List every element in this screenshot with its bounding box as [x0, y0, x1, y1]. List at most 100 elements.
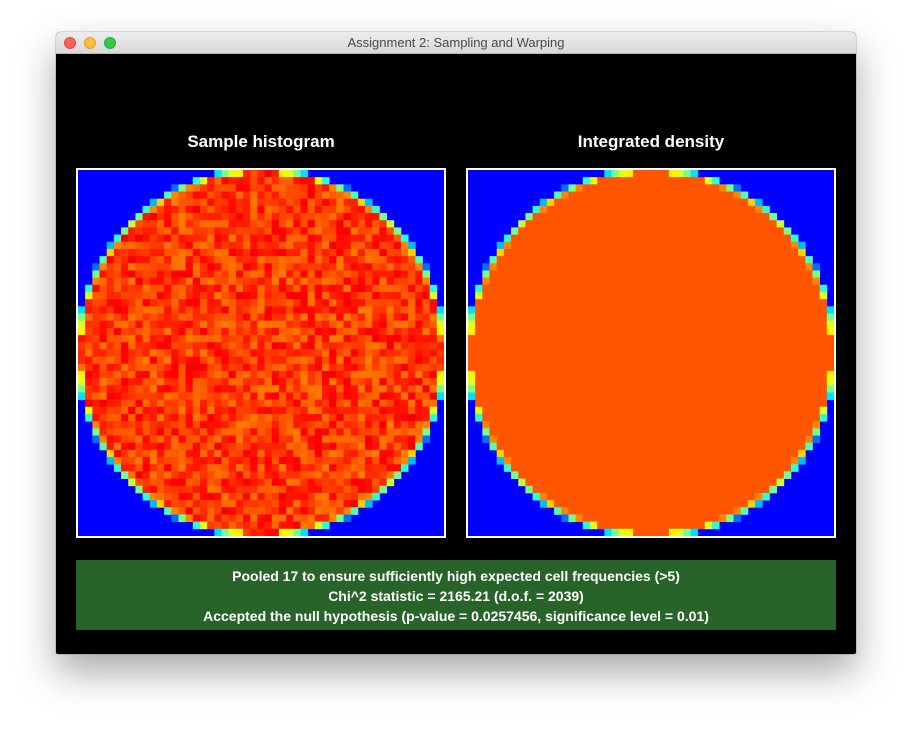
heatmap-cell	[243, 205, 251, 214]
heatmap-cell	[747, 213, 756, 221]
heatmap-cell	[408, 363, 416, 372]
heatmap-cell	[482, 435, 490, 444]
heatmap-cell	[697, 514, 706, 523]
heatmap-cell	[113, 399, 122, 408]
heatmap-cell	[590, 284, 598, 293]
heatmap-cell	[214, 191, 222, 200]
heatmap-cell	[171, 313, 179, 322]
heatmap-cell	[726, 406, 734, 415]
heatmap-cell	[106, 248, 115, 257]
heatmap-cell	[496, 363, 505, 372]
heatmap-cell	[135, 277, 143, 286]
heatmap-cell	[805, 385, 813, 393]
heatmap-cell	[135, 342, 143, 350]
heatmap-cell	[776, 363, 785, 372]
heatmap-cell	[561, 277, 569, 286]
heatmap-cell	[257, 507, 265, 515]
heatmap-cell	[712, 205, 720, 214]
heatmap-cell	[712, 399, 720, 408]
heatmap-cell	[185, 299, 194, 307]
heatmap-cell	[740, 392, 749, 401]
heatmap-cell	[482, 292, 490, 300]
heatmap-cell	[156, 492, 165, 501]
heatmap-cell	[293, 292, 301, 300]
heatmap-cell	[503, 435, 512, 444]
heatmap-cell	[561, 227, 569, 235]
heatmap-cell	[214, 184, 222, 192]
heatmap-cell	[178, 191, 187, 200]
heatmap-cell	[243, 442, 251, 451]
heatmap-cell	[243, 213, 251, 221]
heatmap-cell	[329, 478, 337, 487]
heatmap-cell	[185, 370, 194, 379]
heatmap-cell	[386, 234, 395, 243]
heatmap-cell	[812, 421, 821, 429]
heatmap-cell	[372, 385, 380, 393]
heatmap-cell	[525, 370, 533, 379]
title-bar[interactable]: Assignment 2: Sampling and Warping	[56, 32, 856, 54]
heatmap-cell	[561, 191, 569, 200]
heatmap-cell	[604, 442, 612, 451]
close-button[interactable]	[64, 37, 76, 49]
heatmap-cell	[704, 248, 713, 257]
heatmap-cell	[415, 442, 423, 451]
heatmap-cell	[257, 263, 265, 271]
heatmap-cell	[525, 414, 533, 422]
heatmap-cell	[149, 284, 158, 293]
heatmap-cell	[475, 370, 483, 379]
heatmap-cell	[561, 313, 569, 322]
heatmap-cell	[604, 492, 612, 501]
heatmap-cell	[307, 521, 316, 530]
heatmap-cell	[676, 327, 684, 336]
heatmap-cell	[489, 342, 498, 350]
heatmap-cell	[336, 363, 344, 372]
heatmap-cell	[171, 284, 179, 293]
heatmap-cell	[243, 457, 251, 465]
heatmap-cell	[690, 170, 699, 178]
heatmap-cell	[611, 399, 620, 408]
heatmap-cell	[286, 198, 294, 207]
heatmap-cell	[532, 327, 541, 336]
heatmap-cell	[539, 335, 548, 343]
heatmap-cell	[149, 363, 158, 372]
heatmap-cell	[128, 435, 136, 444]
heatmap-cell	[300, 492, 309, 501]
minimize-button[interactable]	[84, 37, 96, 49]
heatmap-cell	[798, 457, 806, 465]
heatmap-cell	[755, 399, 763, 408]
heatmap-cell	[668, 184, 677, 192]
heatmap-cell	[618, 370, 627, 379]
heatmap-cell	[582, 435, 591, 444]
heatmap-cell	[762, 234, 770, 243]
heatmap-cell	[99, 263, 108, 271]
heatmap-cell	[604, 170, 612, 178]
heatmap-cell	[271, 449, 280, 458]
heatmap-cell	[278, 349, 287, 357]
heatmap-cell	[436, 356, 444, 365]
heatmap-cell	[379, 342, 387, 350]
heatmap-cell	[640, 421, 648, 429]
heatmap-cell	[156, 292, 165, 300]
heatmap-cell	[271, 184, 280, 192]
heatmap-cell	[164, 335, 172, 343]
heatmap-cell	[661, 284, 670, 293]
heatmap-cell	[676, 442, 684, 451]
heatmap-cell	[668, 198, 677, 207]
heatmap-cell	[257, 292, 265, 300]
heatmap-cell	[415, 270, 423, 279]
heatmap-cell	[618, 313, 627, 322]
zoom-button[interactable]	[104, 37, 116, 49]
heatmap-cell	[135, 435, 143, 444]
heatmap-cell	[489, 356, 498, 365]
heatmap-cell	[300, 263, 309, 271]
heatmap-cell	[676, 335, 684, 343]
heatmap-cell	[590, 277, 598, 286]
heatmap-cell	[235, 220, 244, 228]
heatmap-cell	[668, 442, 677, 451]
heatmap-cell	[200, 284, 208, 293]
heatmap-cell	[633, 399, 641, 408]
heatmap-cell	[365, 220, 373, 228]
heatmap-cell	[185, 320, 194, 329]
heatmap-cell	[762, 349, 770, 357]
heatmap-cell	[755, 270, 763, 279]
